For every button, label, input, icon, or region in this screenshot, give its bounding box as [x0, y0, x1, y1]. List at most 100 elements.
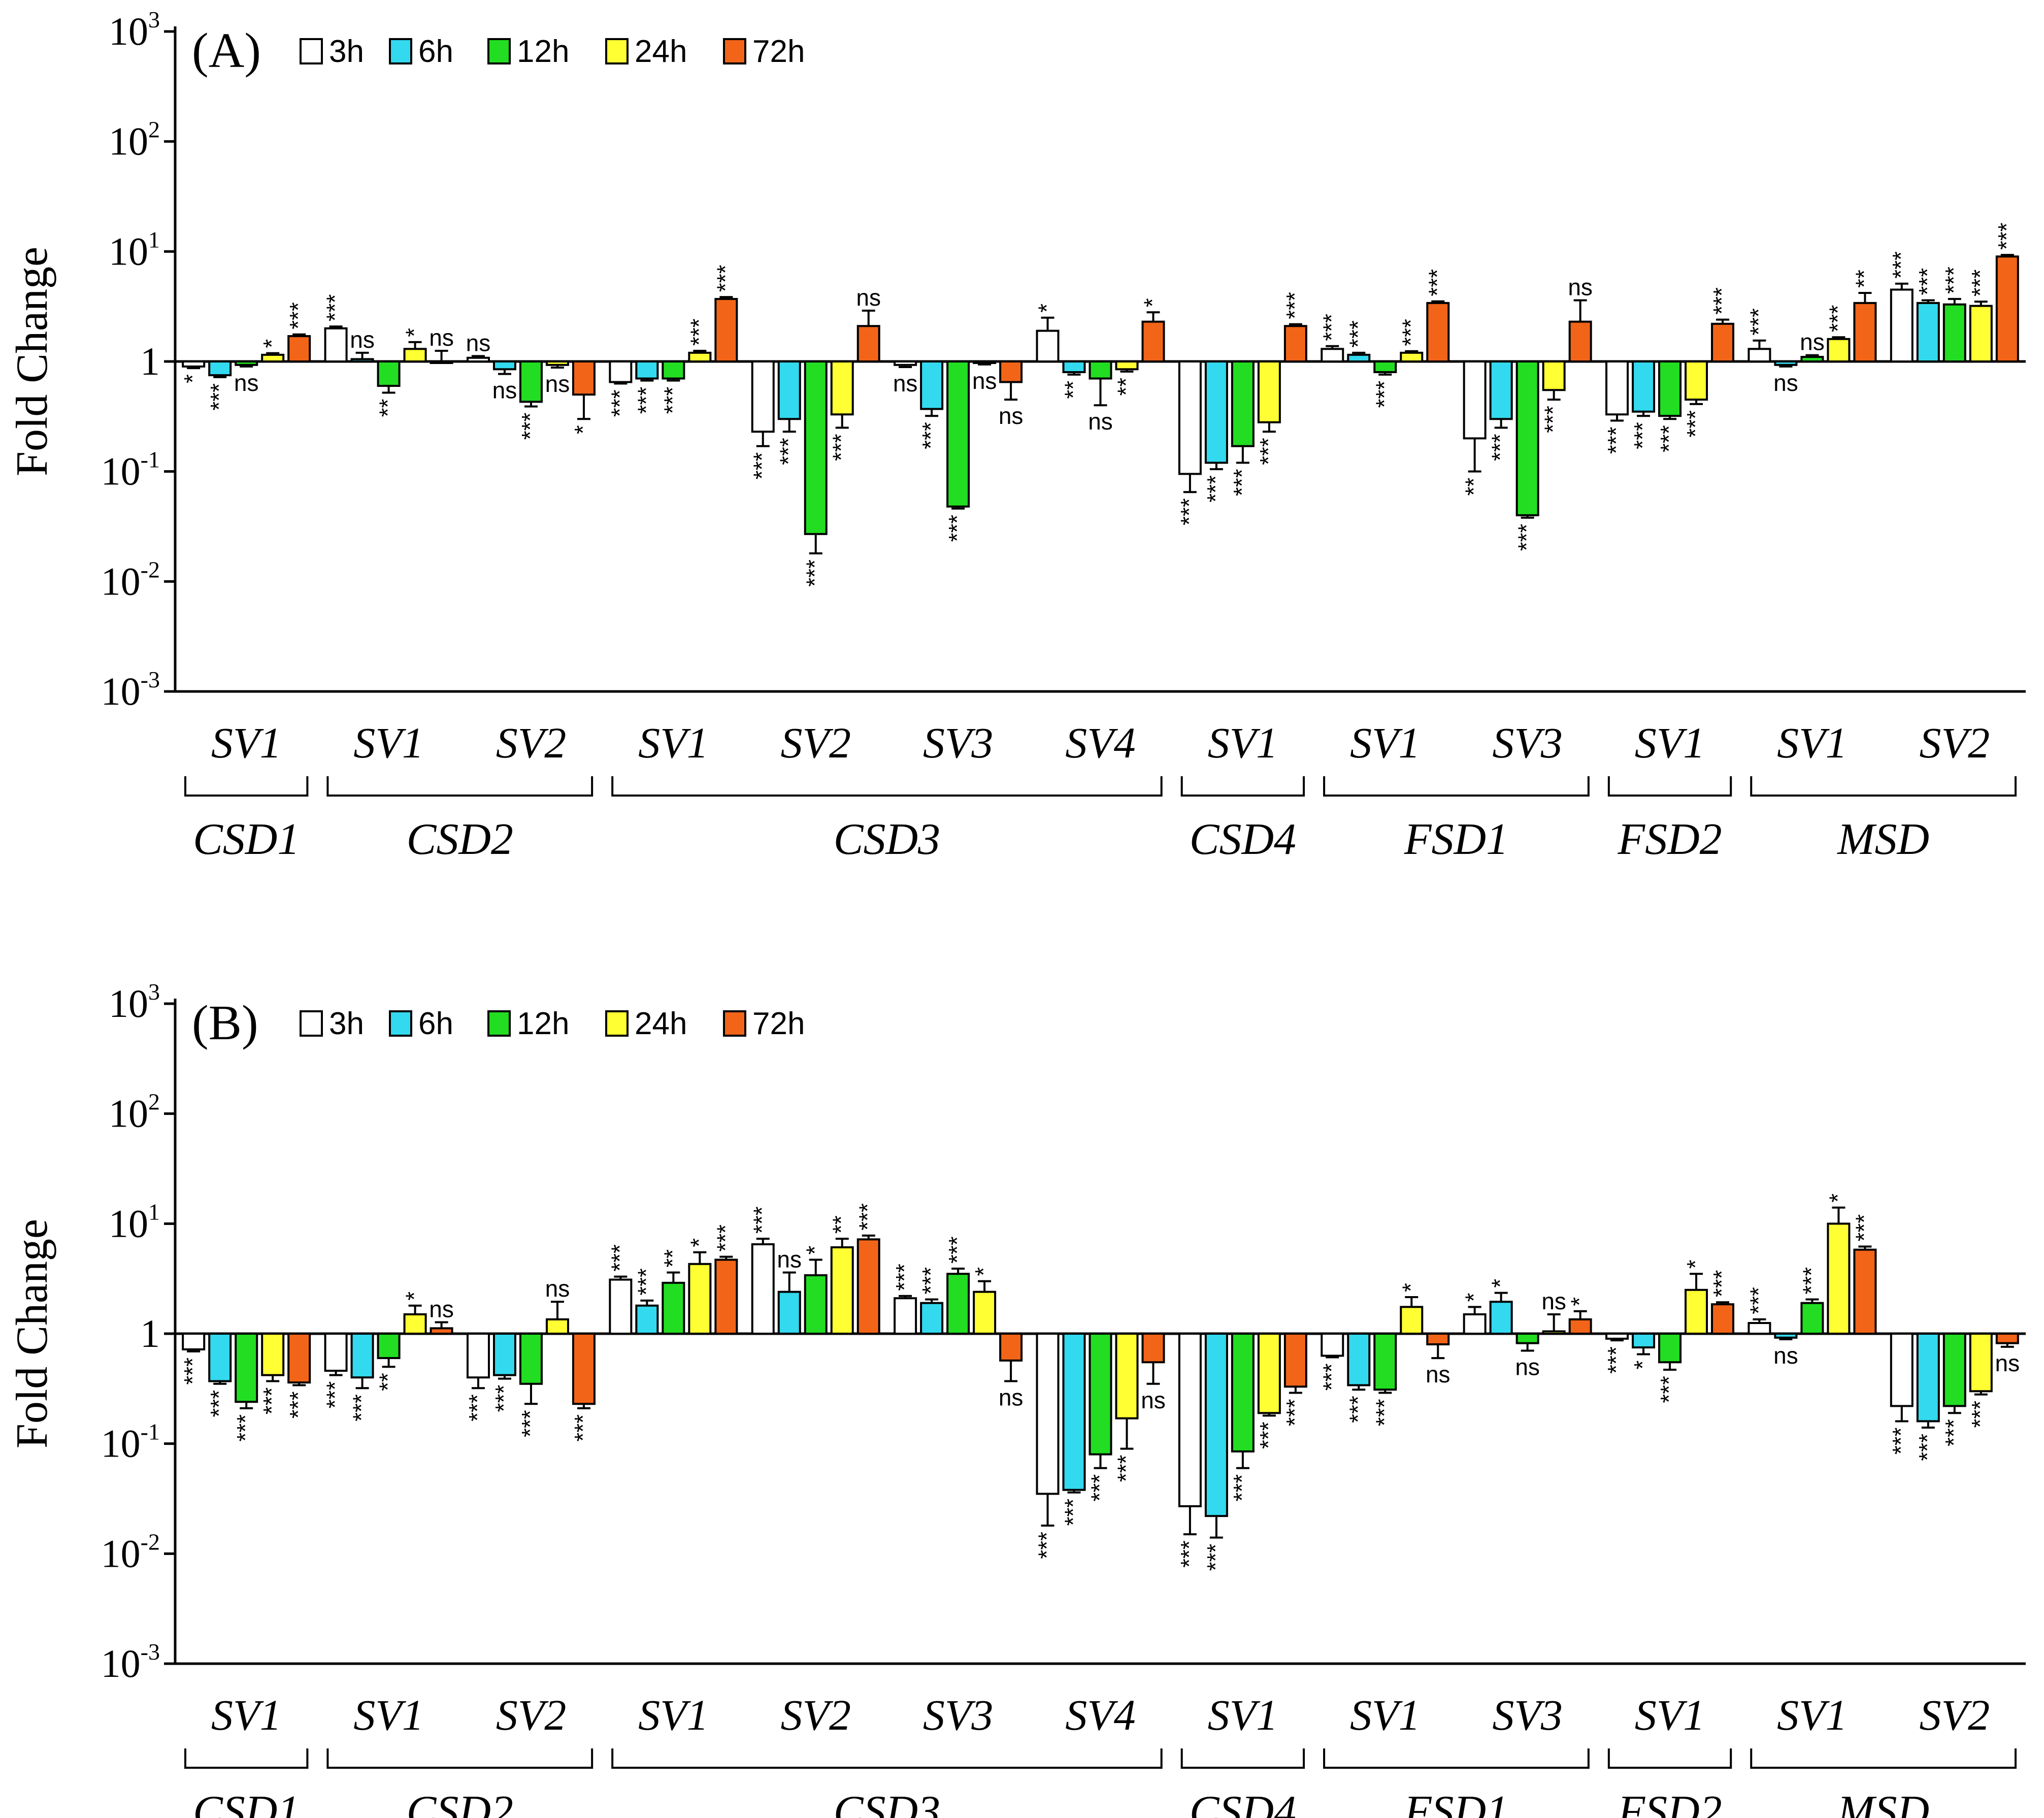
significance-label: *** [1487, 434, 1513, 461]
significance-label: *** [1940, 1419, 1967, 1446]
gene-label-CSD2: CSD2 [407, 1787, 513, 1818]
significance-label: ns [1515, 1354, 1540, 1380]
significance-label: *** [1745, 308, 1771, 336]
significance-label: *** [1851, 1214, 1877, 1242]
bar-MSD-SV2-6h [1916, 1333, 1940, 1423]
bar-FSD1-SV3-72h [1568, 320, 1592, 362]
panel-b: 103 102 101 1 10-1 10-2 10-3 Fold Change (B) 3h 6h… [8, 979, 2026, 1818]
variant-label-CSD3-SV1: SV1 [638, 718, 709, 767]
significance-label: *** [464, 1394, 490, 1422]
y-tick-label: 10-2 [101, 556, 160, 603]
bar-CSD1-SV1-24h [261, 353, 285, 363]
bar-CSD3-SV3-3h [894, 1297, 917, 1335]
variant-label-MSD-SV1: SV1 [1777, 718, 1848, 767]
panel-label: (A) [192, 23, 261, 78]
y-tick-label: 10-2 [101, 1529, 160, 1575]
bar-FSD2-SV1-12h [1658, 1333, 1682, 1364]
significance-label: *** [1176, 1540, 1202, 1568]
legend-swatch-12h [487, 38, 511, 64]
significance-label: *** [1513, 524, 1540, 551]
significance-label: *** [1344, 1396, 1371, 1423]
significance-label: *** [1281, 1399, 1308, 1426]
significance-label: ns [1088, 408, 1113, 435]
significance-label: ns [234, 370, 259, 396]
significance-label: *** [1967, 1401, 1993, 1428]
significance-label: * [1682, 1260, 1708, 1269]
legend-label-3h: 3h [329, 34, 364, 69]
bar-CSD3-SV4-12h [1089, 360, 1112, 380]
significance-label: *** [1682, 410, 1708, 438]
significance-label: *** [944, 1236, 970, 1264]
significance-label: * [802, 1245, 828, 1254]
bar-CSD2-SV1-12h [377, 360, 401, 387]
bar-CSD2-SV1-24h [403, 348, 427, 362]
significance-label: *** [1629, 422, 1656, 449]
significance-label: ns [429, 1296, 454, 1323]
bar-MSD-SV2-72h [1995, 1333, 2019, 1344]
bar-FSD1-SV1-24h [1400, 1306, 1424, 1335]
significance-label: *** [828, 434, 854, 461]
gene-label-FSD1: FSD1 [1404, 1787, 1508, 1818]
bar-CSD2-SV2-72h [572, 360, 596, 396]
significance-label: *** [1086, 1474, 1113, 1502]
bar-MSD-SV1-6h [1774, 360, 1798, 366]
y-tick-label: 10-3 [101, 667, 160, 713]
significance-label: * [401, 328, 427, 337]
y-tick-label: 101 [109, 226, 160, 273]
y-tick-label: 101 [109, 1199, 160, 1245]
bar-CSD3-SV1-3h [609, 1278, 633, 1335]
bar-CSD2-SV1-3h [324, 327, 348, 363]
bar-CSD1-SV1-3h [182, 360, 206, 368]
legend-swatch-3h [300, 1010, 323, 1037]
significance-label: * [1139, 298, 1166, 307]
significance-label: *** [1967, 269, 1993, 296]
bar-CSD2-SV2-24h [545, 360, 569, 366]
significance-label: *** [1745, 1287, 1771, 1314]
significance-label: ** [1060, 381, 1086, 399]
significance-label: ns [1773, 1342, 1798, 1369]
significance-label: *** [1176, 498, 1202, 525]
y-tick-label: 102 [109, 117, 160, 163]
bar-FSD2-SV1-12h [1658, 360, 1682, 417]
bar-CSD3-SV2-72h [856, 325, 880, 362]
bar-FSD1-SV1-6h [1347, 1333, 1371, 1386]
significance-label: * [1461, 1293, 1487, 1302]
variant-label-MSD-SV2: SV2 [1920, 718, 1990, 767]
significance-label: *** [1603, 426, 1629, 454]
variant-label-CSD3-SV3: SV3 [923, 1691, 994, 1739]
significance-label: *** [1281, 292, 1308, 319]
bar-CSD3-SV3-72h [999, 360, 1023, 383]
significance-label: *** [1603, 1346, 1629, 1374]
bar-FSD2-SV1-24h [1685, 1288, 1708, 1335]
bar-CSD1-SV1-3h [182, 1333, 206, 1350]
bar-CSD2-SV1-6h [350, 1333, 374, 1379]
bar-CSD3-SV4-72h [1141, 1333, 1165, 1364]
bar-CSD3-SV4-3h [1036, 1333, 1060, 1495]
significance-label: *** [606, 389, 633, 417]
significance-label: *** [206, 383, 232, 411]
legend-swatch-6h [389, 1010, 412, 1037]
significance-label: *** [1656, 425, 1682, 452]
bar-CSD1-SV1-24h [261, 1333, 285, 1376]
significance-label: ** [659, 1249, 685, 1268]
bar-CSD4-SV1-3h [1178, 1333, 1202, 1507]
gene-bracket-FSD1 [1323, 776, 1590, 797]
bar-CSD2-SV1-6h [350, 358, 374, 363]
variant-label-FSD1-SV1: SV1 [1350, 1691, 1421, 1739]
significance-label: ns [1995, 1350, 2020, 1376]
significance-label: * [1629, 1360, 1656, 1369]
significance-label: *** [1202, 1544, 1229, 1571]
significance-label: ns [545, 371, 570, 397]
variant-label-MSD-SV2: SV2 [1920, 1691, 1990, 1739]
legend-label-24h: 24h [635, 1006, 687, 1041]
variant-label-CSD3-SV1: SV1 [638, 1691, 709, 1739]
bar-CSD2-SV2-3h [466, 356, 490, 362]
significance-label: ** [1461, 478, 1487, 496]
significance-label: *** [775, 438, 802, 465]
gene-bracket-FSD2 [1607, 776, 1732, 797]
significance-label: ** [375, 399, 401, 417]
variant-label-FSD1-SV3: SV3 [1492, 718, 1563, 767]
gene-label-MSD: MSD [1836, 1787, 1929, 1818]
bar-FSD1-SV1-24h [1400, 351, 1424, 362]
bar-CSD3-SV4-72h [1141, 320, 1165, 362]
